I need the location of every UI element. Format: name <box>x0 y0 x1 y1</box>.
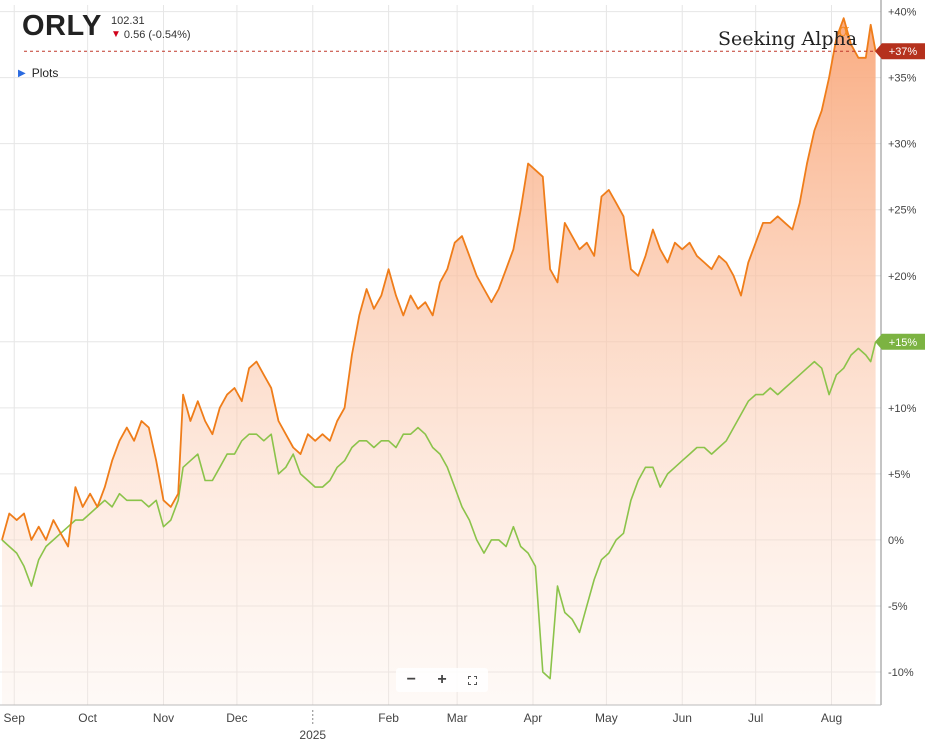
brand-name: Seeking Alpha <box>718 28 858 50</box>
x-tick-label: Oct <box>78 711 97 725</box>
quote-change-value: 0.56 (-0.54%) <box>123 29 191 41</box>
zoom-out-button[interactable]: − <box>406 671 416 688</box>
quote-price: 102.31 <box>111 15 145 27</box>
axes: -10% -5% 0% +5% +10% +15% +20% +25% +30% +35% +40%… <box>0 0 917 742</box>
x-tick-label: Nov <box>153 711 174 725</box>
orly-series-line <box>1 17 877 548</box>
zoom-in-button[interactable]: + <box>437 671 447 688</box>
fullscreen-icon <box>468 675 478 685</box>
x-tick-label: Jun <box>673 711 692 725</box>
x-tick-label: Mar <box>447 711 468 725</box>
y-tick-label: +35% <box>888 73 917 85</box>
y-tick-label: +5% <box>888 469 911 481</box>
benchmark-end-badge-shape <box>875 333 925 350</box>
benchmark-end-badge-label: +15% <box>889 337 918 349</box>
ticker-symbol: ORLY <box>22 10 102 42</box>
down-arrow-icon: ▼ <box>111 29 121 40</box>
y-tick-label: 0% <box>888 535 904 547</box>
quote-change: ▼ 0.56 (-0.54%) <box>111 29 191 41</box>
x-tick-label: Jul <box>748 711 763 725</box>
x-tick-label: Feb <box>378 711 399 725</box>
x-tick-label: Sep <box>4 711 26 725</box>
plots-toggle[interactable]: ▶ Plots <box>18 66 58 80</box>
y-tick-label: -10% <box>888 667 914 679</box>
y-tick-label: +30% <box>888 139 917 151</box>
brand-alpha-logo: α <box>838 20 851 41</box>
x-tick-label: May <box>595 711 618 725</box>
benchmark-series-line <box>1 341 877 680</box>
orly-end-badge-shape <box>875 43 925 60</box>
series-lines <box>1 17 881 680</box>
fullscreen-button[interactable] <box>462 670 484 690</box>
y-tick-label: -5% <box>888 601 908 613</box>
end-badges: +37% +15% <box>875 43 925 350</box>
benchmark-end-badge: +15% <box>875 333 925 350</box>
plots-label: Plots <box>31 66 59 80</box>
x-tick-label: Dec <box>226 711 247 725</box>
orly-area-fill <box>2 18 876 705</box>
x-tick-label: Apr <box>524 711 543 725</box>
x-tick-label: Aug <box>821 711 842 725</box>
orly-end-badge: +37% <box>875 43 925 60</box>
orly-end-badge-label: +37% <box>889 46 918 58</box>
year-label: 2025 <box>299 728 326 742</box>
y-tick-label: +20% <box>888 271 917 283</box>
y-tick-label: +40% <box>888 7 917 19</box>
orly-area <box>2 18 876 705</box>
y-tick-label: +25% <box>888 205 917 217</box>
zoom-controls: − + <box>396 668 488 692</box>
y-tick-label: +10% <box>888 403 917 415</box>
caret-right-icon: ▶ <box>18 67 26 79</box>
